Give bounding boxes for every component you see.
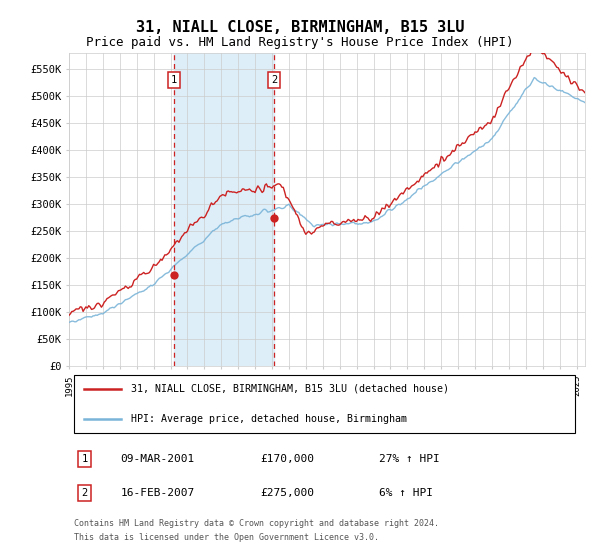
Text: 31, NIALL CLOSE, BIRMINGHAM, B15 3LU: 31, NIALL CLOSE, BIRMINGHAM, B15 3LU bbox=[136, 21, 464, 35]
Text: 09-MAR-2001: 09-MAR-2001 bbox=[121, 454, 195, 464]
Text: 2: 2 bbox=[271, 75, 277, 85]
Text: Contains HM Land Registry data © Crown copyright and database right 2024.: Contains HM Land Registry data © Crown c… bbox=[74, 519, 439, 528]
Bar bbox=[174, 53, 274, 366]
Text: 16-FEB-2007: 16-FEB-2007 bbox=[121, 488, 195, 498]
Text: £170,000: £170,000 bbox=[260, 454, 314, 464]
Text: 2: 2 bbox=[82, 488, 88, 498]
Text: HPI: Average price, detached house, Birmingham: HPI: Average price, detached house, Birm… bbox=[131, 414, 407, 424]
Text: 27% ↑ HPI: 27% ↑ HPI bbox=[379, 454, 439, 464]
Text: 1: 1 bbox=[82, 454, 88, 464]
Text: 31, NIALL CLOSE, BIRMINGHAM, B15 3LU (detached house): 31, NIALL CLOSE, BIRMINGHAM, B15 3LU (de… bbox=[131, 384, 449, 394]
Text: £275,000: £275,000 bbox=[260, 488, 314, 498]
FancyBboxPatch shape bbox=[74, 375, 575, 432]
Text: This data is licensed under the Open Government Licence v3.0.: This data is licensed under the Open Gov… bbox=[74, 533, 379, 542]
Text: 6% ↑ HPI: 6% ↑ HPI bbox=[379, 488, 433, 498]
Text: 1: 1 bbox=[170, 75, 177, 85]
Text: Price paid vs. HM Land Registry's House Price Index (HPI): Price paid vs. HM Land Registry's House … bbox=[86, 36, 514, 49]
